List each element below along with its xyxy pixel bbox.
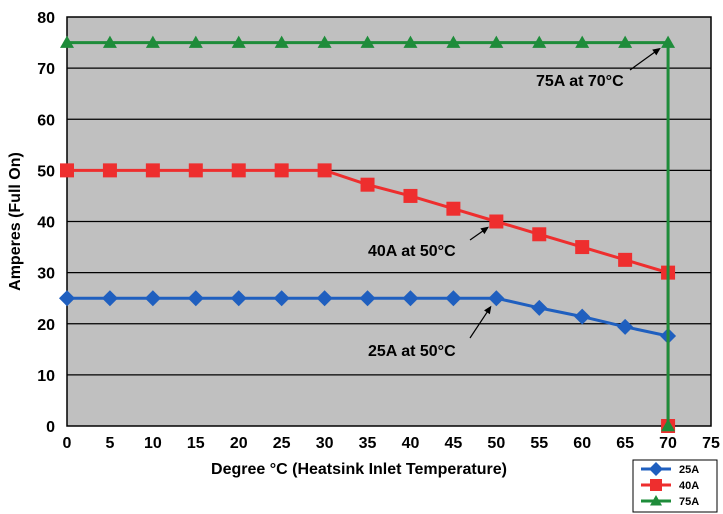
point-40A <box>102 163 117 178</box>
point-25A <box>101 290 118 307</box>
point-75A <box>145 35 160 48</box>
point-75A <box>317 35 332 48</box>
y-tick-label: 10 <box>37 368 55 385</box>
series-line-75A <box>67 41 670 426</box>
point-40A <box>317 163 332 178</box>
point-40A <box>575 240 590 255</box>
x-tick-label: 10 <box>144 435 162 452</box>
x-tick-label: 0 <box>63 435 72 452</box>
y-axis-title: Amperes (Full On) <box>7 152 24 291</box>
legend-label: 75A <box>679 496 699 508</box>
point-25A <box>359 290 376 307</box>
point-25A <box>273 290 290 307</box>
point-40A <box>274 163 289 178</box>
point-75A <box>489 35 504 48</box>
point-25A <box>59 290 75 307</box>
tick-labels: 0 10 20 30 40 50 60 70 80 0 5 10 15 20 25 30 35 40 45 50 55 6… <box>37 10 720 452</box>
y-tick-label: 30 <box>37 266 55 283</box>
y-tick-label: 20 <box>37 317 55 334</box>
point-25A <box>445 290 462 307</box>
y-tick-label: 0 <box>46 419 55 436</box>
y-tick-label: 60 <box>37 112 55 129</box>
x-tick-label: 75 <box>702 435 720 452</box>
series-layer <box>59 35 677 433</box>
legend: 25A 40A 75A <box>632 459 718 513</box>
legend-label: 25A <box>679 464 699 476</box>
series-40A <box>60 163 676 433</box>
legend-item-40A: 40A <box>641 479 699 492</box>
point-75A <box>618 35 633 48</box>
point-40A <box>618 252 633 267</box>
point-75A <box>446 35 461 48</box>
point-75A <box>575 35 590 48</box>
point-75A <box>274 35 289 48</box>
annotations: 75A at 70°C 40A at 50°C 25A at 50°C <box>368 47 661 360</box>
x-tick-label: 20 <box>230 435 248 452</box>
annotation-arrow <box>629 49 658 71</box>
point-75A <box>102 35 117 48</box>
x-tick-label: 55 <box>530 435 548 452</box>
point-25A <box>402 290 419 307</box>
x-tick-label: 25 <box>273 435 291 452</box>
series-75A <box>60 35 676 432</box>
x-tick-label: 30 <box>316 435 334 452</box>
point-40A <box>489 214 504 229</box>
x-tick-label: 5 <box>105 435 114 452</box>
point-25A <box>488 290 505 307</box>
x-tick-label: 65 <box>616 435 634 452</box>
point-40A <box>145 163 160 178</box>
annotation-label: 25A at 50°C <box>368 343 456 360</box>
y-tick-label: 80 <box>37 10 55 27</box>
legend-item-25A: 25A <box>641 462 699 476</box>
y-tick-label: 50 <box>37 163 55 180</box>
series-25A <box>59 290 677 345</box>
point-40A <box>532 227 547 242</box>
point-40A <box>403 188 418 203</box>
point-25A <box>316 290 333 307</box>
point-25A <box>144 290 161 307</box>
annotation-label: 40A at 50°C <box>368 243 456 260</box>
point-75A <box>661 419 676 432</box>
x-tick-label: 70 <box>659 435 677 452</box>
x-tick-label: 35 <box>359 435 377 452</box>
x-tick-label: 60 <box>573 435 591 452</box>
point-75A <box>360 35 375 48</box>
x-tick-label: 50 <box>487 435 505 452</box>
point-40A <box>446 201 461 216</box>
point-25A <box>531 299 548 316</box>
point-40A <box>60 163 74 178</box>
annotation-arrowhead <box>484 305 492 315</box>
x-tick-label: 40 <box>402 435 420 452</box>
annotation-arrowhead <box>652 47 661 56</box>
point-40A <box>188 163 203 178</box>
x-tick-label: 45 <box>445 435 463 452</box>
point-75A <box>532 35 547 48</box>
annotation-arrowhead <box>480 226 489 235</box>
point-25A <box>187 290 204 307</box>
point-75A <box>60 35 74 48</box>
point-25A <box>230 290 247 307</box>
point-75A <box>661 35 676 48</box>
point-75A <box>403 35 418 48</box>
y-tick-label: 40 <box>37 215 55 232</box>
annotation-label: 75A at 70°C <box>536 73 624 90</box>
x-tick-label: 15 <box>187 435 205 452</box>
point-40A <box>360 177 375 192</box>
point-75A <box>188 35 203 48</box>
point-25A <box>617 318 634 335</box>
series-line-40A <box>67 168 670 426</box>
x-axis-title: Degree °C (Heatsink Inlet Temperature) <box>211 461 507 478</box>
legend-label: 40A <box>679 480 699 492</box>
point-40A <box>231 163 246 178</box>
point-75A <box>231 35 246 48</box>
annotation-arrow <box>469 308 490 339</box>
legend-item-75A: 75A <box>641 495 699 508</box>
y-tick-label: 70 <box>37 61 55 78</box>
point-25A <box>574 308 591 325</box>
